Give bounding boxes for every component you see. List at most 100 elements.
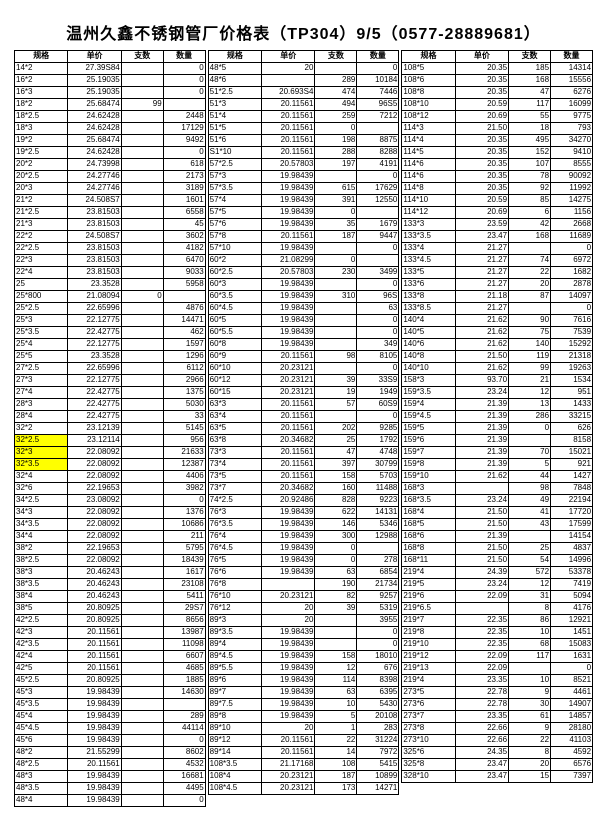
- cell-spec: 76*5: [208, 555, 261, 567]
- cell-qty: [121, 783, 163, 795]
- cell-qty: 92: [509, 183, 551, 195]
- table-row: 38*320.462431617: [15, 567, 206, 579]
- cell-amount: 28180: [551, 723, 593, 735]
- cell-qty: 187: [315, 231, 357, 243]
- cell-spec: 14*2: [15, 63, 68, 75]
- cell-price: 23.81503: [68, 255, 121, 267]
- table-row: 60*1020.231210: [208, 363, 399, 375]
- cell-qty: [121, 531, 163, 543]
- table-row: 42*2.520.809258656: [15, 615, 206, 627]
- cell-amount: [357, 255, 399, 267]
- cell-amount: 4837: [551, 543, 593, 555]
- cell-spec: 51*2.5: [208, 87, 261, 99]
- cell-price: 20.80925: [68, 615, 121, 627]
- cell-spec: 168*5: [402, 519, 455, 531]
- cell-spec: 42*2.5: [15, 615, 68, 627]
- cell-price: 22.35: [455, 639, 508, 651]
- cell-spec: 89*14: [208, 747, 261, 759]
- table-row: 60*920.11561988105: [208, 351, 399, 363]
- cell-spec: 48*4: [15, 795, 68, 807]
- cell-price: 21.39: [455, 435, 508, 447]
- cell-price: 19.98439: [262, 303, 315, 315]
- cell-spec: 325*8: [402, 759, 455, 771]
- cell-price: 93.70: [455, 375, 508, 387]
- cell-amount: 2668: [551, 219, 593, 231]
- cell-price: 22.12775: [68, 315, 121, 327]
- cell-price: 20.11561: [262, 99, 315, 111]
- table-row: 60*5.519.984390: [208, 327, 399, 339]
- cell-amount: 7212: [357, 111, 399, 123]
- cell-spec: 76*4: [208, 531, 261, 543]
- cell-spec: 25*800: [15, 291, 68, 303]
- cell-spec: 25*5: [15, 351, 68, 363]
- cell-amount: 9257: [357, 591, 399, 603]
- cell-amount: 10686: [163, 519, 205, 531]
- cell-price: 21.62: [455, 339, 508, 351]
- cell-spec: 133*4: [402, 243, 455, 255]
- cell-spec: 89*4.5: [208, 651, 261, 663]
- cell-price: 21.50: [455, 543, 508, 555]
- cell-amount: 5145: [163, 423, 205, 435]
- cell-amount: 7446: [357, 87, 399, 99]
- cell-price: 20.11561: [262, 459, 315, 471]
- col-amount: 数量: [163, 51, 205, 63]
- cell-amount: 11689: [551, 231, 593, 243]
- table-row: 140*1021.629919263: [402, 363, 593, 375]
- cell-price: 20.35: [455, 171, 508, 183]
- cell-qty: [509, 531, 551, 543]
- cell-spec: 140*5: [402, 327, 455, 339]
- cell-amount: 31224: [357, 735, 399, 747]
- table-row: 89*3203955: [208, 615, 399, 627]
- cell-qty: 14: [315, 747, 357, 759]
- cell-price: 20.11561: [262, 135, 315, 147]
- cell-price: 21.08299: [262, 255, 315, 267]
- cell-qty: 82: [315, 591, 357, 603]
- cell-price: 25.68474: [68, 135, 121, 147]
- cell-qty: 140: [509, 339, 551, 351]
- cell-amount: 1427: [551, 471, 593, 483]
- cell-amount: 14271: [357, 783, 399, 795]
- table-row: 114*420.3549534270: [402, 135, 593, 147]
- cell-price: 20.693S4: [262, 87, 315, 99]
- table-row: 168*421.504117720: [402, 507, 593, 519]
- cell-amount: 9492: [163, 135, 205, 147]
- cell-spec: 63*8: [208, 435, 261, 447]
- cell-price: 22.08092: [68, 507, 121, 519]
- cell-qty: 0: [315, 123, 357, 135]
- table-row: 32*322.0809221633: [15, 447, 206, 459]
- cell-amount: 10184: [357, 75, 399, 87]
- cell-spec: 32*4: [15, 471, 68, 483]
- cell-spec: 60*3: [208, 279, 261, 291]
- table-row: 25*523.35281296: [15, 351, 206, 363]
- cell-qty: 289: [315, 75, 357, 87]
- cell-price: 19.98439: [68, 735, 121, 747]
- cell-price: 19.98439: [68, 711, 121, 723]
- cell-spec: 159*3.5: [402, 387, 455, 399]
- cell-amount: 5430: [357, 699, 399, 711]
- cell-spec: 219*10: [402, 639, 455, 651]
- cell-price: 23.08092: [68, 495, 121, 507]
- cell-spec: 133*3.5: [402, 231, 455, 243]
- table-row: 76*819021734: [208, 579, 399, 591]
- cell-spec: S1*10: [208, 147, 261, 159]
- cell-qty: 63: [315, 687, 357, 699]
- cell-qty: [121, 123, 163, 135]
- cell-amount: 4406: [163, 471, 205, 483]
- cell-spec: 25: [15, 279, 68, 291]
- col-price: 单价: [68, 51, 121, 63]
- col-qty: 支数: [315, 51, 357, 63]
- cell-amount: 14630: [163, 687, 205, 699]
- table-row: 89*719.98439636395: [208, 687, 399, 699]
- cell-price: 23.47: [455, 759, 508, 771]
- cell-qty: [121, 495, 163, 507]
- cell-amount: 676: [357, 663, 399, 675]
- cell-amount: 956: [163, 435, 205, 447]
- cell-price: 21.62: [455, 327, 508, 339]
- cell-amount: 14907: [551, 699, 593, 711]
- table-row: 48*3.519.984394495: [15, 783, 206, 795]
- table-row: 45*419.98439289: [15, 711, 206, 723]
- cell-qty: [121, 195, 163, 207]
- table-row: 168*521.504317599: [402, 519, 593, 531]
- table-row: 168*3.523.244922194: [402, 495, 593, 507]
- cell-spec: 34*4: [15, 531, 68, 543]
